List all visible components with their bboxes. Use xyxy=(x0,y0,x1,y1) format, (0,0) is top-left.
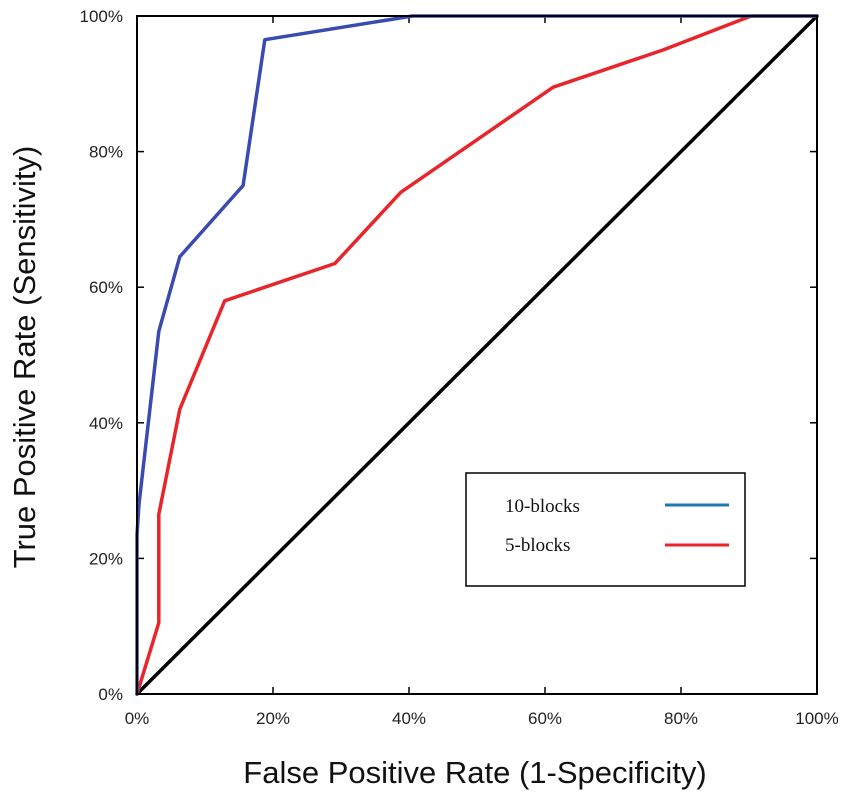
legend-label-5-blocks: 5-blocks xyxy=(505,535,570,556)
y-tick-label: 40% xyxy=(89,414,123,433)
plot-frame xyxy=(136,15,818,695)
series-line-5-blocks xyxy=(135,14,819,696)
x-tick-label: 0% xyxy=(125,709,150,728)
y-tick-label: 100% xyxy=(80,7,123,26)
reference-diagonal-line xyxy=(135,14,819,696)
x-tick-label: 20% xyxy=(256,709,290,728)
y-axis-title: True Positive Rate (Sensitivity) xyxy=(7,146,42,569)
x-tick-label: 80% xyxy=(664,709,698,728)
y-tick-label: 0% xyxy=(98,685,123,704)
x-axis-title: False Positive Rate (1-Specificity) xyxy=(243,755,706,790)
x-tick-label: 40% xyxy=(392,709,426,728)
legend: 10-blocks 5-blocks xyxy=(465,472,746,587)
x-tick-label: 60% xyxy=(528,709,562,728)
y-tick-label: 20% xyxy=(89,549,123,568)
tick-layer: 0% 20% 40% 60% 80% 100% 0% 20% 40% 60% 80% 100% xyxy=(80,7,839,728)
x-tick-label: 100% xyxy=(795,709,838,728)
y-tick-label: 60% xyxy=(89,278,123,297)
legend-box xyxy=(465,472,746,587)
legend-label-10-blocks: 10-blocks xyxy=(505,496,580,517)
y-tick-label: 80% xyxy=(89,143,123,162)
series-layer xyxy=(135,14,819,696)
